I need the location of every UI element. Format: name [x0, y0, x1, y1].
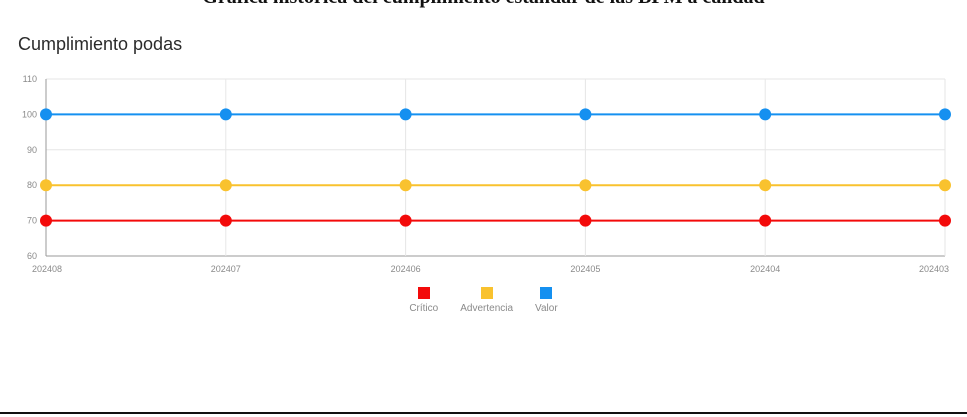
data-point-advertencia — [219, 179, 232, 192]
legend-label-critico: Crítico — [409, 303, 439, 314]
y-tick-label: 110 — [23, 74, 37, 84]
data-point-advertencia — [759, 179, 772, 192]
data-point-critico — [939, 214, 951, 227]
data-point-valor — [40, 108, 52, 121]
data-point-critico — [219, 214, 232, 227]
data-point-valor — [219, 108, 232, 121]
data-point-advertencia — [399, 179, 412, 192]
data-point-critico — [399, 214, 412, 227]
bottom-divider — [0, 412, 967, 414]
data-point-critico — [40, 214, 52, 227]
legend-item-valor[interactable]: Valor — [535, 287, 558, 314]
legend-swatch-advertencia — [480, 287, 493, 299]
legend-label-valor: Valor — [535, 303, 558, 314]
x-tick-label: 202408 — [32, 264, 62, 274]
x-tick-label: 202407 — [211, 264, 241, 274]
y-tick-label: 70 — [27, 216, 37, 226]
y-tick-label: 80 — [27, 180, 37, 190]
legend-swatch-valor — [540, 287, 553, 299]
data-point-valor — [939, 108, 951, 121]
data-point-valor — [579, 108, 592, 121]
legend-label-advertencia: Advertencia — [460, 303, 514, 314]
y-tick-label: 100 — [22, 109, 37, 119]
x-tick-label: 202406 — [391, 264, 421, 274]
x-tick-label: 202404 — [750, 264, 780, 274]
y-tick-label: 90 — [27, 145, 37, 155]
data-point-valor — [759, 108, 772, 121]
clipped-report-title: Gráfica historica del cumplimiento están… — [0, 0, 967, 12]
chart-title: Cumplimiento podas — [18, 34, 183, 54]
y-tick-label: 60 — [27, 251, 37, 261]
data-point-advertencia — [579, 179, 592, 192]
data-point-advertencia — [939, 179, 951, 192]
legend-item-advertencia[interactable]: Advertencia — [460, 287, 513, 314]
data-point-advertencia — [40, 179, 52, 192]
x-tick-label: 202405 — [570, 264, 600, 274]
data-point-valor — [399, 108, 412, 121]
x-tick-label: 202403 — [919, 264, 949, 274]
legend-swatch-critico — [417, 287, 430, 299]
data-point-critico — [759, 214, 772, 227]
data-point-critico — [579, 214, 592, 227]
legend-item-critico[interactable]: Crítico — [409, 287, 438, 314]
chart-legend: Crítico Advertencia Valor — [0, 287, 967, 314]
